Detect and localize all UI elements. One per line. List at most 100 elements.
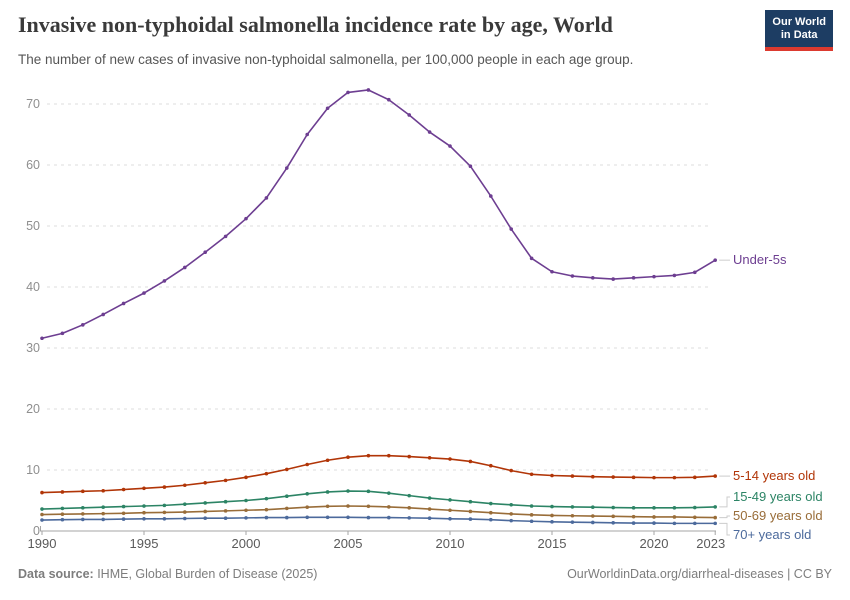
data-point-5-14-years-old[interactable]	[223, 478, 228, 483]
data-point-50-69-years-old[interactable]	[121, 511, 126, 516]
data-point-50-69-years-old[interactable]	[509, 512, 513, 516]
data-point-15-49-years-old[interactable]	[611, 505, 615, 510]
data-point-50-69-years-old[interactable]	[427, 507, 432, 511]
data-point-5-14-years-old[interactable]	[387, 453, 391, 458]
data-point-5-14-years-old[interactable]	[183, 483, 187, 488]
data-point-50-69-years-old[interactable]	[40, 512, 44, 517]
data-point-under-5s[interactable]	[550, 269, 554, 274]
data-point-50-69-years-old[interactable]	[183, 510, 187, 514]
data-point-5-14-years-old[interactable]	[305, 462, 310, 467]
series-line-5-14-years-old[interactable]	[41, 454, 716, 494]
data-point-under-5s[interactable]	[264, 196, 269, 200]
data-point-5-14-years-old[interactable]	[285, 467, 289, 472]
data-point-50-69-years-old[interactable]	[81, 512, 85, 516]
data-point-5-14-years-old[interactable]	[366, 453, 371, 458]
series-label-70-years-old[interactable]: 70+ years old	[733, 527, 811, 542]
data-point-5-14-years-old[interactable]	[713, 474, 717, 478]
data-point-70-years-old[interactable]	[489, 517, 493, 522]
series-label-under-5s[interactable]: Under-5s	[733, 252, 787, 267]
data-point-50-69-years-old[interactable]	[693, 515, 697, 520]
data-point-5-14-years-old[interactable]	[631, 475, 636, 480]
data-point-under-5s[interactable]	[305, 132, 310, 137]
data-point-5-14-years-old[interactable]	[101, 488, 105, 493]
data-point-50-69-years-old[interactable]	[60, 512, 65, 517]
data-point-15-49-years-old[interactable]	[121, 504, 126, 509]
data-point-15-49-years-old[interactable]	[570, 505, 575, 509]
data-point-50-69-years-old[interactable]	[285, 506, 289, 511]
data-point-5-14-years-old[interactable]	[325, 458, 330, 463]
data-point-50-69-years-old[interactable]	[387, 505, 391, 509]
data-point-under-5s[interactable]	[183, 265, 187, 270]
data-point-70-years-old[interactable]	[713, 521, 717, 526]
data-point-5-14-years-old[interactable]	[652, 475, 656, 480]
data-point-15-49-years-old[interactable]	[264, 496, 269, 501]
data-point-5-14-years-old[interactable]	[81, 489, 85, 494]
data-point-15-49-years-old[interactable]	[591, 505, 595, 510]
data-point-50-69-years-old[interactable]	[366, 504, 371, 509]
data-point-5-14-years-old[interactable]	[121, 487, 126, 492]
data-point-70-years-old[interactable]	[387, 515, 391, 520]
data-point-15-49-years-old[interactable]	[223, 499, 228, 504]
data-point-under-5s[interactable]	[387, 97, 391, 102]
data-point-under-5s[interactable]	[693, 270, 697, 275]
data-point-50-69-years-old[interactable]	[448, 508, 452, 513]
data-point-under-5s[interactable]	[489, 194, 493, 198]
data-point-under-5s[interactable]	[652, 274, 656, 279]
data-point-70-years-old[interactable]	[509, 518, 513, 523]
data-point-5-14-years-old[interactable]	[529, 472, 534, 477]
data-point-15-49-years-old[interactable]	[183, 502, 187, 506]
data-point-70-years-old[interactable]	[325, 515, 330, 520]
data-point-15-49-years-old[interactable]	[244, 498, 248, 503]
data-point-15-49-years-old[interactable]	[509, 502, 513, 507]
data-point-70-years-old[interactable]	[468, 517, 473, 521]
data-point-5-14-years-old[interactable]	[448, 457, 452, 461]
data-point-70-years-old[interactable]	[611, 520, 615, 525]
data-point-70-years-old[interactable]	[203, 516, 207, 520]
data-point-50-69-years-old[interactable]	[489, 510, 493, 515]
data-point-50-69-years-old[interactable]	[631, 514, 636, 519]
data-point-5-14-years-old[interactable]	[489, 463, 493, 468]
data-point-15-49-years-old[interactable]	[60, 506, 65, 511]
series-line-under-5s[interactable]	[41, 89, 716, 340]
data-point-70-years-old[interactable]	[672, 521, 677, 526]
data-point-under-5s[interactable]	[611, 277, 615, 281]
data-point-15-49-years-old[interactable]	[427, 496, 432, 500]
data-point-15-49-years-old[interactable]	[325, 490, 330, 494]
data-point-50-69-years-old[interactable]	[550, 513, 554, 518]
data-point-under-5s[interactable]	[223, 234, 228, 239]
data-point-15-49-years-old[interactable]	[81, 506, 85, 510]
data-point-5-14-years-old[interactable]	[427, 456, 432, 460]
data-point-5-14-years-old[interactable]	[407, 454, 412, 459]
data-point-5-14-years-old[interactable]	[346, 455, 350, 459]
data-point-15-49-years-old[interactable]	[366, 489, 371, 494]
data-point-under-5s[interactable]	[244, 216, 248, 221]
data-point-50-69-years-old[interactable]	[244, 508, 248, 513]
data-point-under-5s[interactable]	[427, 130, 432, 134]
data-point-15-49-years-old[interactable]	[693, 505, 697, 510]
data-point-15-49-years-old[interactable]	[346, 489, 350, 493]
data-point-under-5s[interactable]	[142, 291, 146, 295]
data-point-15-49-years-old[interactable]	[40, 507, 44, 511]
data-point-15-49-years-old[interactable]	[285, 494, 289, 499]
data-point-5-14-years-old[interactable]	[591, 474, 595, 479]
data-point-70-years-old[interactable]	[407, 516, 412, 520]
data-point-50-69-years-old[interactable]	[264, 507, 269, 512]
data-point-70-years-old[interactable]	[81, 517, 85, 522]
data-point-under-5s[interactable]	[672, 273, 677, 278]
data-point-70-years-old[interactable]	[60, 517, 65, 522]
data-point-50-69-years-old[interactable]	[305, 505, 310, 510]
data-point-15-49-years-old[interactable]	[142, 504, 146, 508]
data-point-5-14-years-old[interactable]	[550, 473, 554, 478]
data-point-5-14-years-old[interactable]	[142, 486, 146, 491]
data-point-15-49-years-old[interactable]	[162, 503, 167, 508]
data-point-15-49-years-old[interactable]	[713, 505, 717, 509]
data-point-50-69-years-old[interactable]	[203, 509, 207, 514]
data-point-5-14-years-old[interactable]	[264, 471, 269, 476]
data-point-15-49-years-old[interactable]	[387, 491, 391, 495]
data-point-5-14-years-old[interactable]	[244, 475, 248, 480]
data-point-70-years-old[interactable]	[142, 517, 146, 521]
series-label-15-49-years-old[interactable]: 15-49 years old	[733, 489, 823, 504]
data-point-70-years-old[interactable]	[550, 520, 554, 524]
data-point-15-49-years-old[interactable]	[652, 506, 656, 510]
data-point-70-years-old[interactable]	[183, 516, 187, 521]
